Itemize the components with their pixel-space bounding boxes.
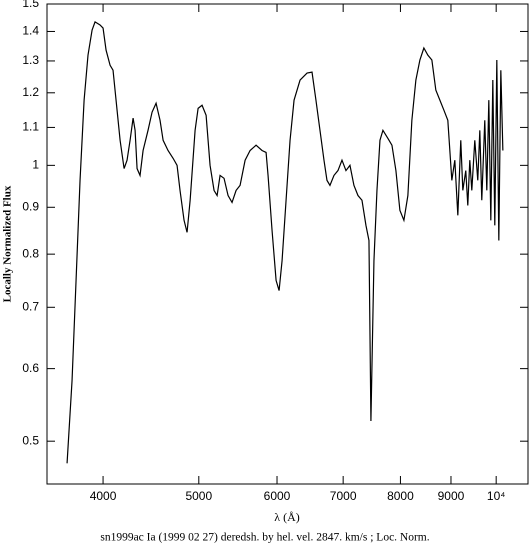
plot-frame bbox=[46, 3, 529, 485]
x-tick-label: 8000 bbox=[387, 489, 414, 503]
y-tick-label: 0.6 bbox=[22, 361, 39, 375]
y-tick-label: 0.7 bbox=[22, 299, 39, 313]
x-tick-label: 6000 bbox=[264, 489, 291, 503]
y-tick-label: 1.5 bbox=[22, 0, 39, 10]
y-tick-label: 0.8 bbox=[22, 246, 39, 260]
y-tick-label: 1.3 bbox=[22, 53, 39, 67]
y-tick-label: 0.5 bbox=[22, 433, 39, 447]
y-tick-label: 1.2 bbox=[22, 85, 39, 99]
x-tick-label: 9000 bbox=[438, 489, 465, 503]
y-tick-label: 1.4 bbox=[22, 24, 39, 38]
x-tick-label: 5000 bbox=[185, 489, 212, 503]
spectrum-line bbox=[66, 21, 504, 464]
y-tick-label: 1 bbox=[32, 158, 39, 172]
y-tick-label: 0.9 bbox=[22, 199, 39, 213]
x-tick-label: 7000 bbox=[330, 489, 357, 503]
y-axis-label: Locally Normalized Flux bbox=[2, 185, 14, 302]
x-tick-label: 10⁴ bbox=[487, 489, 506, 503]
x-tick-label: 4000 bbox=[90, 489, 117, 503]
chart-caption: sn1999ac Ia (1999 02 27) deredsh. by hel… bbox=[100, 532, 429, 544]
x-axis-label: λ (Å) bbox=[274, 510, 299, 524]
y-tick-label: 1.1 bbox=[22, 120, 39, 134]
